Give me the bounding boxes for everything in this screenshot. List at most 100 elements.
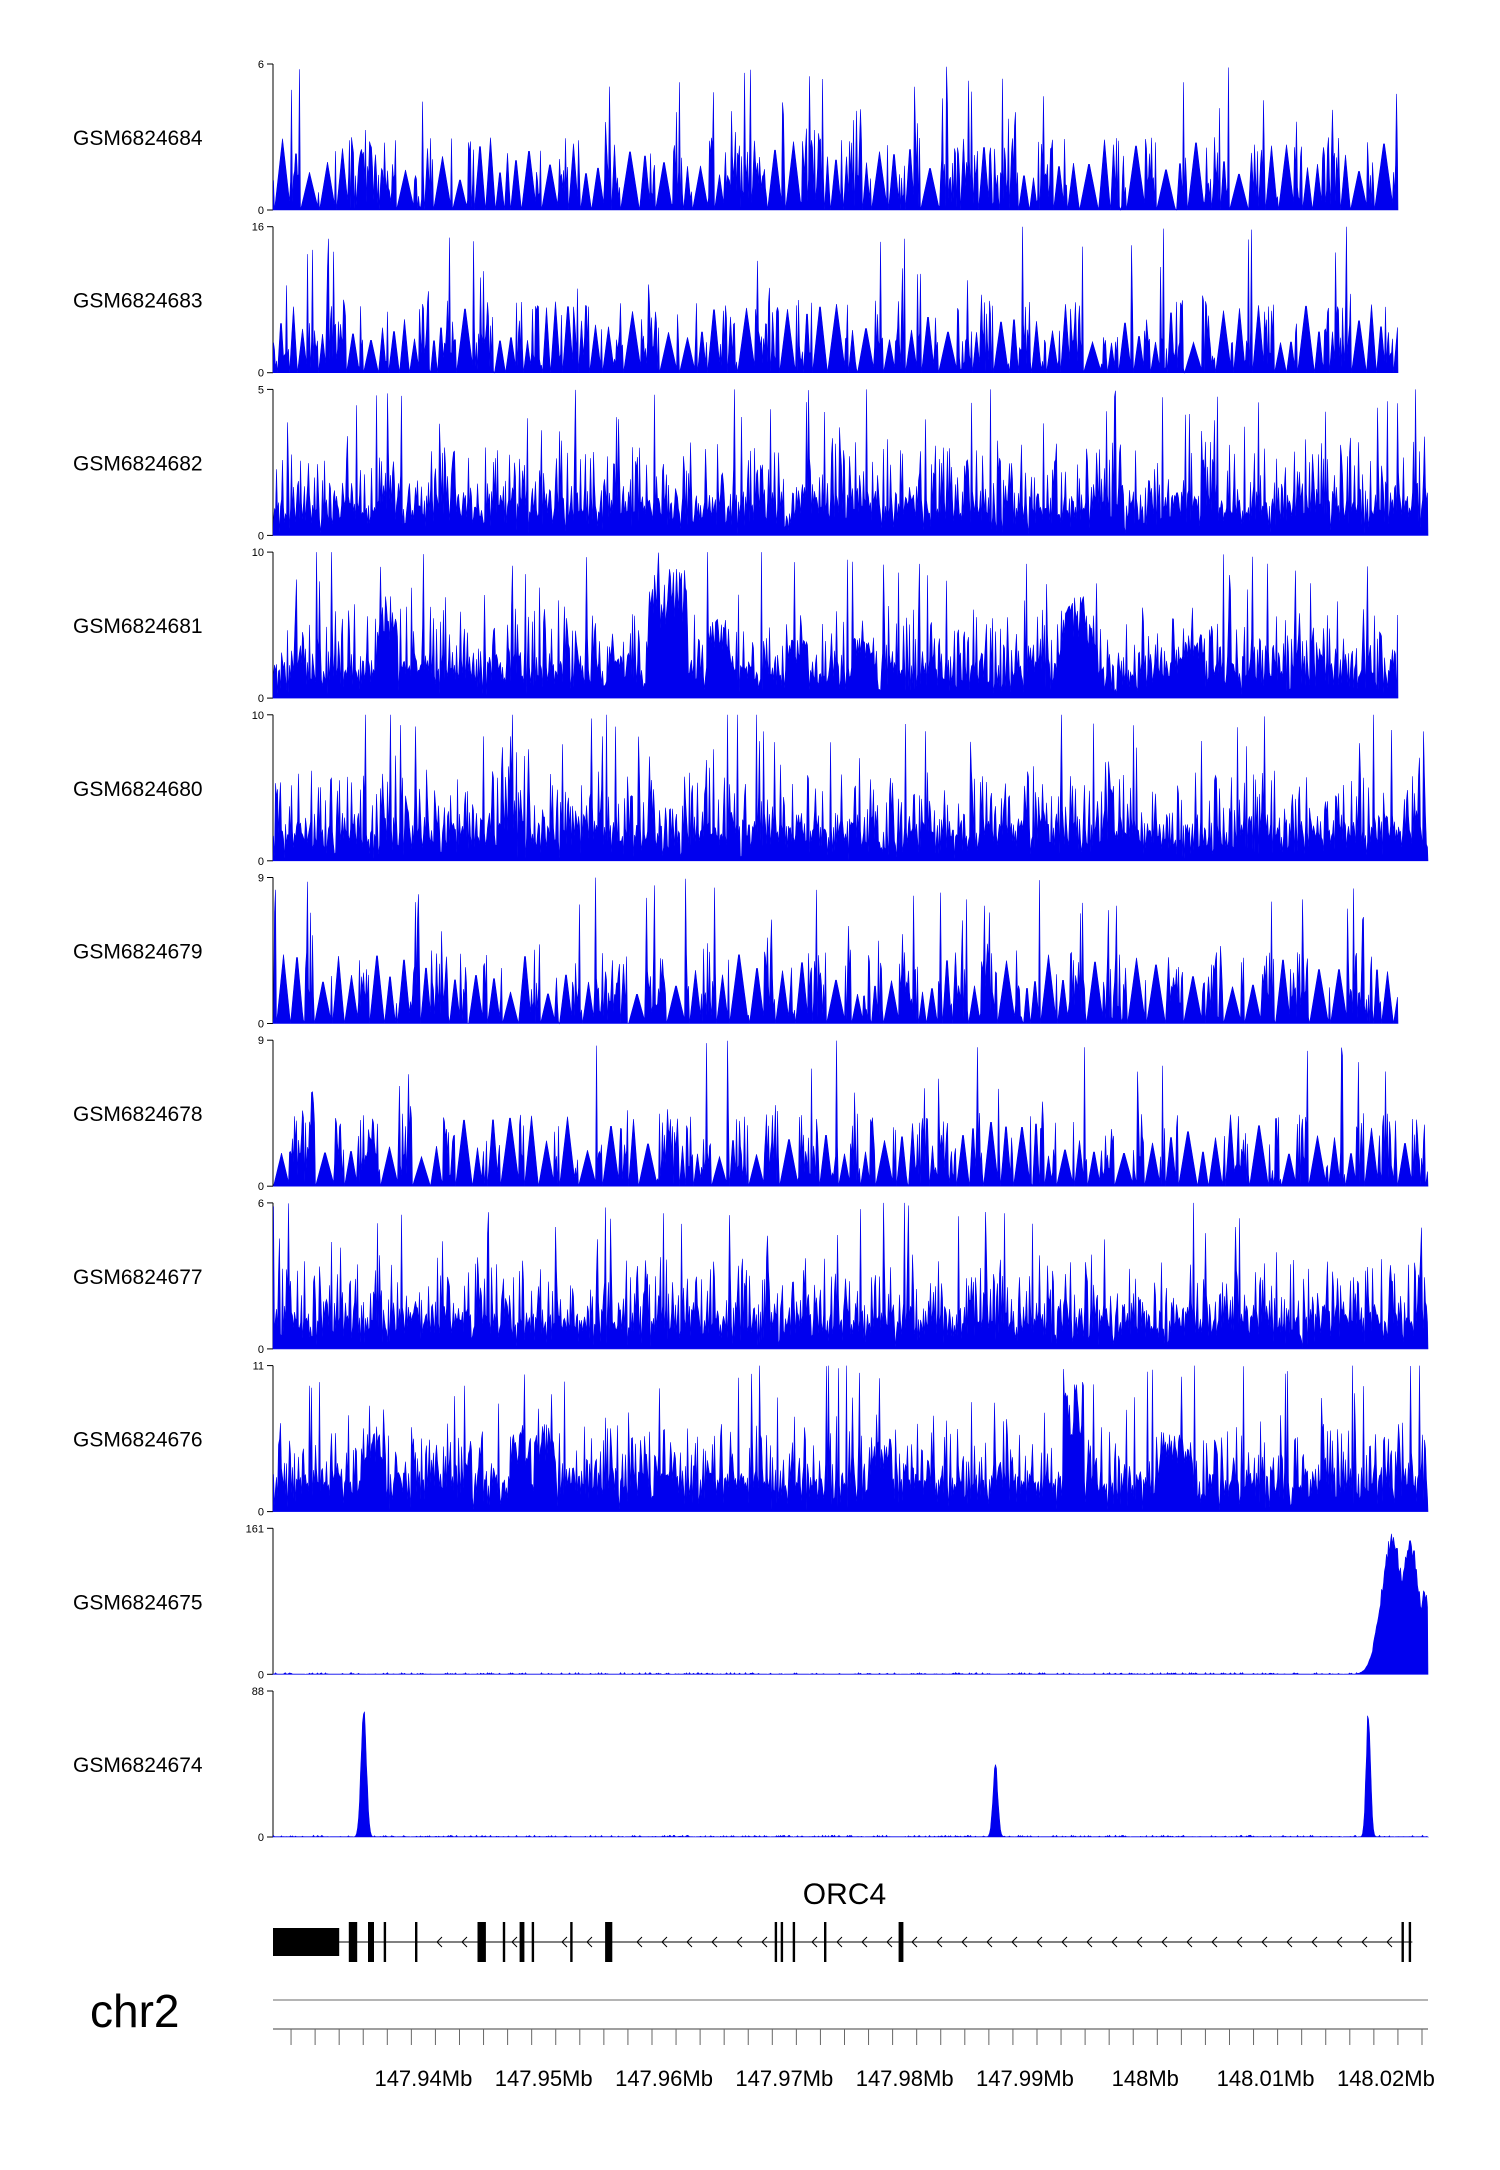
track-label: GSM6824683 — [73, 290, 203, 313]
strand-arrow — [811, 1936, 818, 1948]
gene-exon — [531, 1922, 535, 1962]
strand-arrow — [1161, 1936, 1168, 1948]
coverage-area — [272, 1202, 1429, 1350]
y-min-label: 0 — [258, 205, 264, 217]
strand-arrow — [861, 1936, 868, 1948]
strand-arrow — [586, 1936, 593, 1948]
gene-exon — [477, 1922, 486, 1962]
coverage-area — [272, 1711, 1430, 1838]
strand-arrow — [636, 1936, 643, 1948]
strand-arrow — [1061, 1936, 1068, 1948]
y-min-label: 0 — [258, 856, 264, 868]
track-GSM6824675: GSM6824675 161 0 — [73, 1523, 1429, 1681]
coverage-area — [272, 552, 1399, 699]
gene-track: ORC4 — [273, 1878, 1413, 1962]
gene-exon — [605, 1922, 613, 1962]
genome-axis: chr2 147.94Mb 147.95Mb 147.96Mb 147.97Mb 147… — [90, 1985, 1435, 2091]
strand-arrow — [1261, 1936, 1268, 1948]
track-label: GSM6824674 — [73, 1754, 203, 1777]
y-min-label: 0 — [258, 1019, 264, 1031]
strand-arrow — [836, 1936, 843, 1948]
x-tick-label: 148.02Mb — [1337, 2066, 1435, 2091]
strand-arrow — [661, 1936, 668, 1948]
strand-arrow — [1236, 1936, 1243, 1948]
strand-arrow — [1186, 1936, 1193, 1948]
gene-exon — [415, 1922, 418, 1962]
track-GSM6824678: GSM6824678 9 0 — [73, 1035, 1429, 1193]
y-min-label: 0 — [258, 1344, 264, 1356]
track-GSM6824676: GSM6824676 11 0 — [73, 1361, 1429, 1519]
gene-exon — [502, 1922, 506, 1962]
gene-exon — [824, 1922, 827, 1962]
x-tick-label: 147.97Mb — [735, 2066, 833, 2091]
strand-arrow — [1336, 1936, 1343, 1948]
track-label: GSM6824681 — [73, 615, 203, 638]
x-tick-label: 147.98Mb — [856, 2066, 954, 2091]
y-max-label: 5 — [258, 384, 264, 396]
coverage-tracks: GSM682468460GSM6824683160GSM682468250GSM… — [73, 59, 1430, 1844]
strand-arrow — [936, 1936, 943, 1948]
y-max-label: 88 — [252, 1686, 264, 1698]
coverage-area — [272, 66, 1399, 212]
strand-arrow — [961, 1936, 968, 1948]
track-GSM6824677: GSM6824677 6 0 — [73, 1198, 1429, 1356]
coverage-area — [272, 714, 1429, 862]
y-min-label: 0 — [258, 530, 264, 542]
strand-arrow — [1386, 1936, 1393, 1948]
gene-exon — [780, 1922, 784, 1962]
x-tick-label: 147.96Mb — [615, 2066, 713, 2091]
y-max-label: 161 — [246, 1523, 264, 1535]
y-max-label: 10 — [252, 710, 264, 722]
strand-arrow — [1361, 1936, 1368, 1948]
x-tick-label: 147.95Mb — [495, 2066, 593, 2091]
strand-arrow — [1036, 1936, 1043, 1948]
gene-exon — [792, 1922, 796, 1962]
strand-arrow — [1136, 1936, 1143, 1948]
y-min-label: 0 — [258, 1181, 264, 1193]
track-GSM6824681: GSM6824681 10 0 — [73, 547, 1399, 705]
track-label: GSM6824676 — [73, 1429, 203, 1452]
strand-arrow — [986, 1936, 993, 1948]
strand-arrow — [911, 1936, 918, 1948]
strand-arrow — [736, 1936, 743, 1948]
gene-exon — [348, 1922, 358, 1962]
gene-exon — [898, 1922, 904, 1962]
track-GSM6824679: GSM6824679 9 0 — [73, 873, 1399, 1031]
track-GSM6824682: GSM6824682 5 0 — [73, 384, 1429, 542]
strand-arrow — [436, 1936, 443, 1948]
coverage-area — [272, 877, 1399, 1025]
y-min-label: 0 — [258, 693, 264, 705]
track-label: GSM6824677 — [73, 1266, 203, 1289]
track-GSM6824683: GSM6824683 16 0 — [73, 222, 1399, 380]
y-max-label: 9 — [258, 873, 264, 885]
strand-arrow — [1111, 1936, 1118, 1948]
gene-exon — [774, 1922, 778, 1962]
coverage-area — [271, 1533, 1429, 1675]
y-min-label: 0 — [258, 1507, 264, 1519]
x-tick-label: 148.01Mb — [1217, 2066, 1315, 2091]
y-min-label: 0 — [258, 368, 264, 380]
y-min-label: 0 — [258, 1669, 264, 1681]
track-GSM6824680: GSM6824680 10 0 — [73, 710, 1429, 868]
coverage-area — [272, 389, 1429, 536]
track-label: GSM6824675 — [73, 1591, 203, 1614]
x-tick-label: 147.99Mb — [976, 2066, 1074, 2091]
strand-arrow — [461, 1936, 468, 1948]
coverage-area — [272, 226, 1399, 374]
track-GSM6824674: GSM6824674 88 0 — [73, 1686, 1430, 1844]
strand-arrow — [886, 1936, 893, 1948]
track-label: GSM6824682 — [73, 452, 203, 475]
strand-arrow — [1211, 1936, 1218, 1948]
y-max-label: 16 — [252, 222, 264, 234]
track-label: GSM6824679 — [73, 941, 203, 964]
track-label: GSM6824684 — [73, 127, 203, 150]
gene-exon — [570, 1922, 573, 1962]
y-max-label: 10 — [252, 547, 264, 559]
x-tick-label: 148Mb — [1112, 2066, 1179, 2091]
strand-arrow — [761, 1936, 768, 1948]
coverage-area — [273, 1040, 1429, 1187]
y-max-label: 11 — [253, 1361, 264, 1373]
strand-arrow — [1286, 1936, 1293, 1948]
x-tick-label: 147.94Mb — [374, 2066, 472, 2091]
